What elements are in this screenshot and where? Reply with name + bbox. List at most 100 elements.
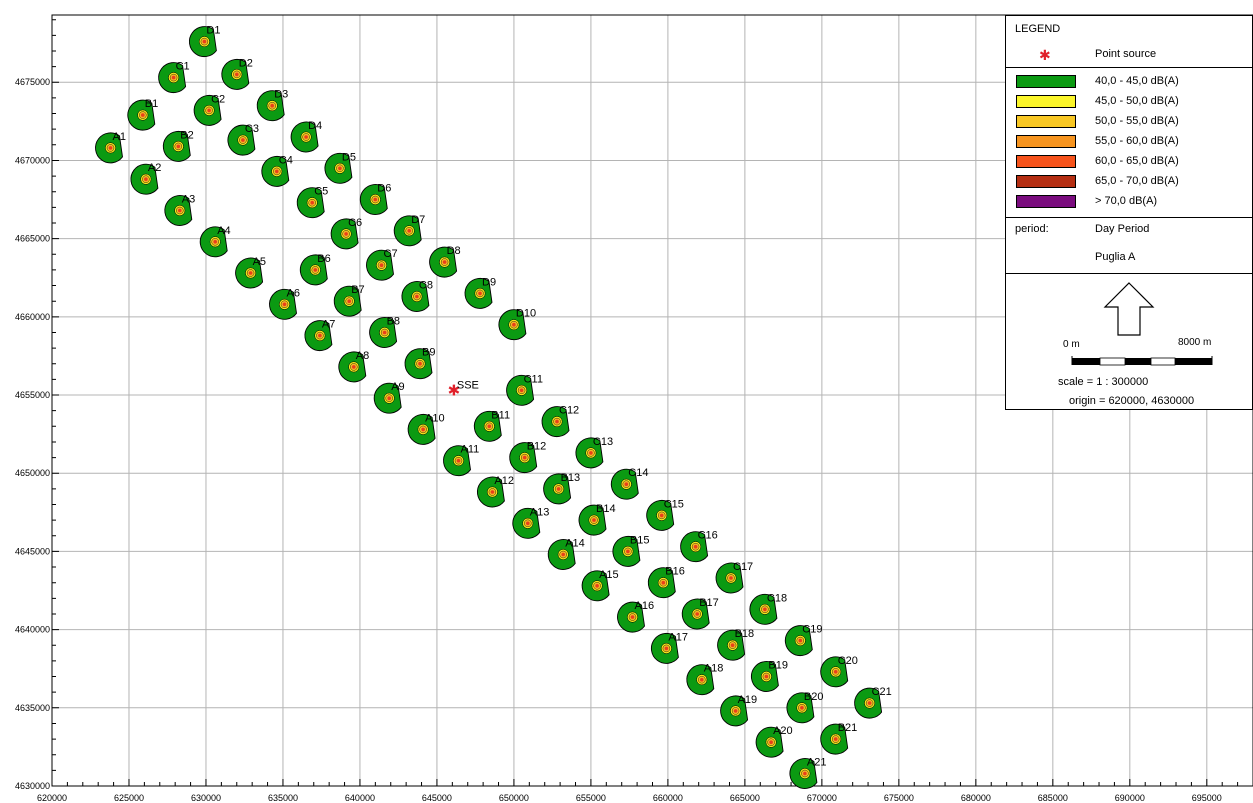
receiver-point (304, 135, 308, 139)
receiver-label: D5 (342, 151, 356, 163)
receiver-a6: A6 (269, 287, 300, 320)
receiver-point (626, 549, 630, 554)
y-tick-label: 4630000 (15, 781, 50, 791)
receiver-point (764, 674, 769, 679)
y-axis-labels: 4630000 4635000 4640000 4645000 4650000 46550… (15, 77, 50, 791)
legend-swatch (1016, 135, 1076, 148)
receiver-label: C19 (802, 624, 822, 636)
receiver-point (202, 39, 207, 44)
receiver-b11: B11 (473, 409, 510, 442)
receiver-label: C12 (559, 405, 579, 417)
receiver-label: A19 (738, 694, 758, 706)
receiver-a15: A15 (581, 569, 619, 602)
legend-divider (1006, 67, 1252, 68)
receiver-label: A4 (217, 225, 230, 237)
receiver-point (387, 396, 391, 400)
legend-range-label: 60,0 - 65,0 dB(A) (1095, 155, 1179, 167)
receiver-a10: A10 (407, 412, 445, 445)
receiver-b1: B1 (127, 98, 158, 131)
legend-swatch (1016, 175, 1076, 188)
receiver-label: C3 (245, 123, 259, 135)
x-tick-label: 665000 (730, 793, 760, 803)
x-tick-label: 640000 (345, 793, 375, 803)
receiver-label: A17 (668, 631, 688, 643)
y-tick-label: 4670000 (15, 155, 50, 165)
receiver-point (144, 177, 148, 181)
receiver-d5: D5 (324, 151, 356, 184)
receiver-point (235, 72, 239, 77)
receiver-b2: B2 (162, 129, 194, 162)
legend-range-label: 55,0 - 60,0 dB(A) (1095, 135, 1179, 147)
receiver-a21: A21 (789, 757, 827, 789)
receiver-d7: D7 (393, 214, 425, 247)
receiver-c1: C1 (158, 61, 190, 94)
receiver-point (176, 144, 181, 149)
receiver-point (108, 146, 113, 150)
receiver-label: C1 (176, 61, 190, 73)
receiver-label: B9 (422, 347, 435, 359)
point-source-label: Point source (1095, 48, 1157, 60)
receiver-a17: A17 (650, 631, 688, 664)
receiver-point (659, 513, 664, 518)
point-source-icon: ✱ (448, 382, 461, 399)
receiver-a2: A2 (130, 162, 161, 195)
x-axis-labels: 620000 625000 630000 635000 640000 645000 6500… (37, 793, 1222, 803)
legend-divider (1006, 217, 1252, 218)
receiver-point (661, 580, 666, 585)
receiver-b9: B9 (404, 347, 435, 380)
scale-end-label: 8000 m (1178, 337, 1212, 348)
receiver-b14: B14 (578, 503, 616, 536)
receiver-c17: C17 (715, 561, 753, 594)
receiver-a5: A5 (235, 256, 266, 289)
receiver-point (519, 388, 524, 393)
x-tick-label: 645000 (422, 793, 452, 803)
receiver-label: D2 (239, 57, 253, 69)
receiver-label: A21 (807, 757, 827, 769)
receiver-point (178, 208, 182, 213)
receiver-point (833, 737, 838, 741)
receiver-d10: D10 (498, 308, 536, 341)
receiver-point (595, 584, 599, 588)
receiver-label: A10 (425, 412, 445, 424)
receiver-c7: C7 (366, 248, 398, 281)
scale-start-label: 0 m (1063, 339, 1080, 350)
receiver-label: B2 (180, 129, 193, 141)
receiver-point (630, 615, 635, 619)
receiver-label: D9 (482, 276, 496, 288)
receiver-label: C20 (838, 655, 858, 667)
receiver-point (803, 771, 807, 776)
y-tick-label: 4650000 (15, 468, 50, 478)
receiver-d1: D1 (188, 25, 220, 58)
receiver-label: A13 (530, 506, 550, 518)
legend-range-label: 40,0 - 45,0 dB(A) (1095, 75, 1179, 87)
receiver-b6: B6 (299, 253, 331, 286)
point-source-icon: ✱ (1039, 47, 1051, 63)
receiver-a20: A20 (755, 725, 793, 758)
receiver-c11: C11 (506, 373, 543, 406)
receiver-c12: C12 (541, 405, 579, 438)
legend-range-label: > 70,0 dB(A) (1095, 195, 1158, 207)
receiver-label: C4 (279, 154, 293, 166)
point-source-sse: ✱SSE (448, 379, 479, 399)
legend-range-label: 50,0 - 55,0 dB(A) (1095, 115, 1179, 127)
receiver-point (141, 113, 145, 117)
receiver-a18: A18 (686, 663, 723, 696)
receiver-b8: B8 (369, 316, 400, 348)
receiver-point (733, 709, 738, 713)
receiver-d9: D9 (464, 276, 496, 309)
receiver-c20: C20 (820, 655, 858, 688)
receiver-point (487, 424, 492, 429)
receiver-label: C6 (348, 217, 362, 229)
x-tick-label: 675000 (884, 793, 914, 803)
receiver-c16: C16 (680, 530, 718, 563)
x-tick-label: 690000 (1115, 793, 1145, 803)
y-tick-label: 4640000 (15, 625, 50, 635)
receiver-point (347, 299, 351, 303)
receiver-point (310, 200, 314, 205)
receiver-label: B11 (491, 409, 510, 421)
receiver-a14: A14 (547, 538, 585, 570)
receiver-label: B15 (630, 534, 650, 546)
x-tick-label: 635000 (268, 793, 298, 803)
origin-text: origin = 620000, 4630000 (1069, 395, 1195, 407)
receiver-c19: C19 (784, 624, 822, 657)
